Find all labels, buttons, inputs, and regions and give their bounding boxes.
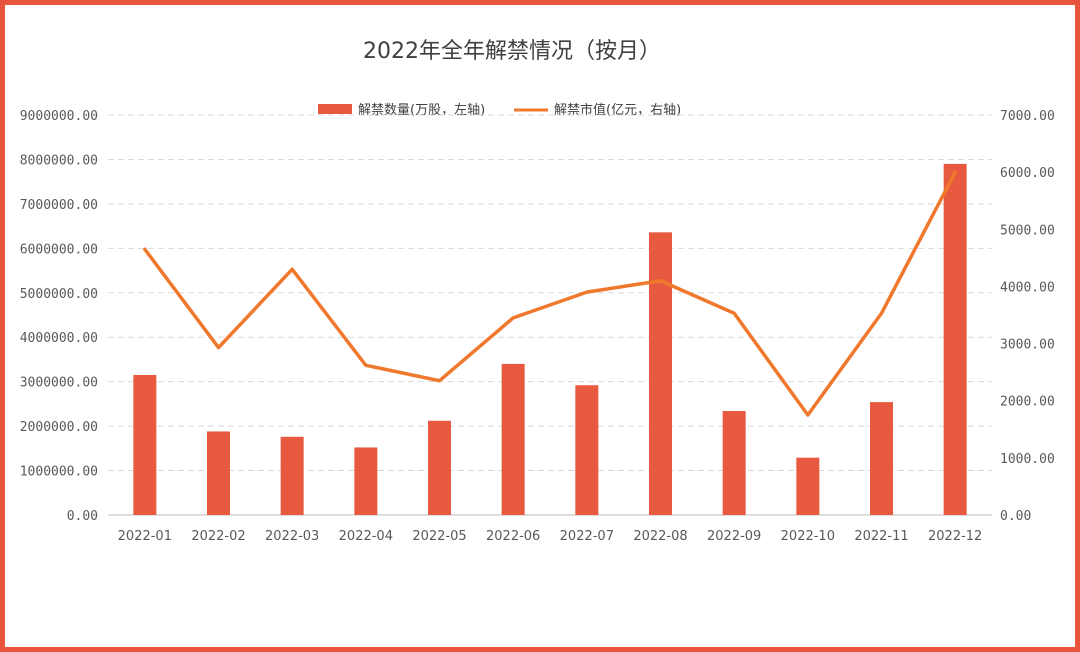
right-tick-label: 1000.00	[1000, 452, 1055, 467]
right-tick-label: 6000.00	[1000, 166, 1055, 181]
right-tick-label: 3000.00	[1000, 338, 1055, 353]
bar-2022-04	[354, 447, 378, 515]
left-tick-label: 7000000.00	[20, 198, 98, 213]
x-axis-ticks: 2022-01 2022-02 2022-03 2022-04 2022-05 2022-…	[118, 529, 983, 544]
x-tick-label: 2022-09	[707, 529, 761, 544]
left-tick-label: 9000000.00	[20, 109, 98, 124]
left-tick-label: 3000000.00	[20, 376, 98, 391]
legend-bar-swatch	[318, 104, 352, 114]
x-tick-label: 2022-10	[781, 529, 835, 544]
bar-2022-10	[796, 457, 820, 515]
left-tick-label: 4000000.00	[20, 331, 98, 346]
bar-2022-02	[207, 431, 230, 515]
x-tick-label: 2022-11	[854, 529, 908, 544]
bar-2022-12	[943, 163, 967, 515]
x-tick-label: 2022-07	[560, 529, 614, 544]
right-tick-label: 2000.00	[1000, 395, 1055, 410]
right-tick-label: 7000.00	[1000, 109, 1055, 124]
x-tick-label: 2022-05	[412, 529, 466, 544]
left-tick-label: 2000000.00	[20, 420, 98, 435]
gridlines	[108, 114, 992, 516]
legend: 解禁数量(万股，左轴) 解禁市值(亿元，右轴)	[318, 102, 681, 118]
left-tick-label: 8000000.00	[20, 153, 98, 168]
legend-bar-label: 解禁数量(万股，左轴)	[358, 103, 485, 118]
x-tick-label: 2022-06	[486, 529, 540, 544]
bar-2022-07	[575, 385, 599, 515]
right-axis-ticks: 0.00 1000.00 2000.00 3000.00 4000.00 5000.00 6…	[1000, 109, 1055, 524]
x-tick-label: 2022-12	[928, 529, 982, 544]
bar-series	[133, 163, 967, 516]
left-tick-label: 0.00	[67, 509, 98, 524]
bar-2022-05	[428, 420, 451, 515]
left-tick-label: 6000000.00	[20, 242, 98, 257]
x-tick-label: 2022-04	[339, 529, 393, 544]
bar-2022-08	[649, 232, 672, 516]
right-tick-label: 4000.00	[1000, 280, 1055, 295]
bar-2022-03	[280, 436, 304, 515]
left-tick-label: 1000000.00	[20, 465, 98, 480]
right-tick-label: 0.00	[1000, 509, 1031, 524]
left-tick-label: 5000000.00	[20, 287, 98, 302]
x-tick-label: 2022-01	[118, 529, 172, 544]
line-series	[143, 170, 957, 417]
left-axis-ticks: 0.00 1000000.00 2000000.00 3000000.00 400000…	[20, 109, 98, 524]
bar-2022-11	[870, 402, 893, 515]
right-tick-label: 5000.00	[1000, 223, 1055, 238]
bar-2022-01	[133, 375, 157, 515]
x-tick-label: 2022-03	[265, 529, 319, 544]
bar-2022-09	[722, 411, 746, 515]
legend-line-label: 解禁市值(亿元，右轴)	[554, 102, 681, 118]
chart-title: 2022年全年解禁情况（按月）	[363, 39, 661, 64]
line-market-value	[143, 170, 957, 417]
x-tick-label: 2022-08	[633, 529, 687, 544]
bar-2022-06	[501, 363, 525, 515]
x-tick-label: 2022-02	[191, 529, 245, 544]
